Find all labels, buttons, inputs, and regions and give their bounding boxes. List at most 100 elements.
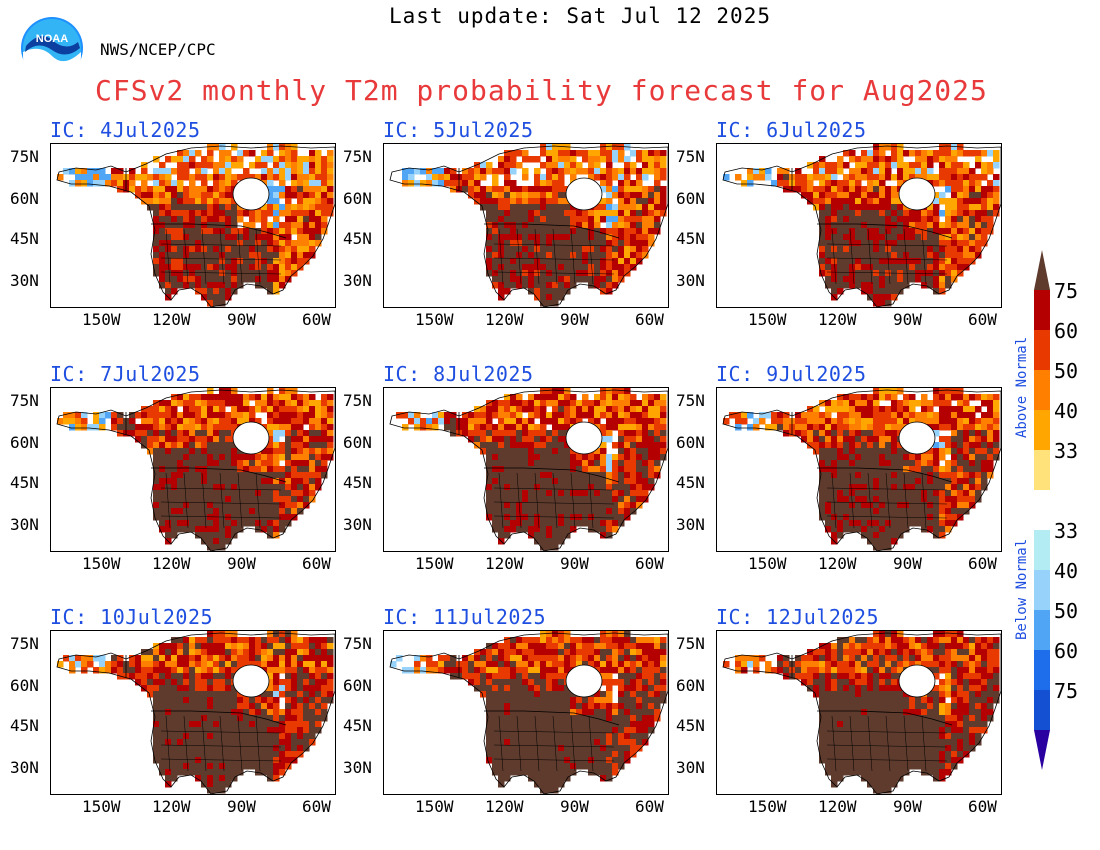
state-border bbox=[588, 228, 594, 285]
lat-label: 30N bbox=[676, 271, 705, 290]
lat-label: 75N bbox=[343, 634, 372, 653]
map-plot bbox=[716, 630, 1002, 795]
lon-label: 90W bbox=[893, 797, 922, 816]
state-border bbox=[183, 715, 189, 772]
lon-label: 120W bbox=[152, 310, 191, 329]
state-border bbox=[493, 501, 615, 505]
lon-label: 60W bbox=[302, 310, 331, 329]
state-border bbox=[201, 715, 207, 772]
state-border bbox=[516, 472, 522, 529]
lat-label: 75N bbox=[10, 147, 39, 166]
state-border bbox=[826, 730, 948, 734]
svg-text:NOAA: NOAA bbox=[36, 33, 68, 45]
probability-map bbox=[722, 631, 1001, 794]
legend-tick-label: 33 bbox=[1054, 439, 1078, 463]
lat-label: 45N bbox=[676, 229, 705, 248]
lon-label: 120W bbox=[485, 554, 524, 573]
state-border bbox=[826, 501, 948, 505]
lon-label: 60W bbox=[302, 797, 331, 816]
coastline bbox=[56, 389, 335, 551]
map-plot bbox=[50, 143, 336, 308]
state-border bbox=[160, 501, 282, 505]
lon-label: 60W bbox=[635, 554, 664, 573]
panel-ic-label: IC: 5Jul2025 bbox=[383, 118, 534, 142]
state-border bbox=[552, 228, 558, 285]
map-plot bbox=[383, 143, 669, 308]
state-border bbox=[885, 228, 891, 285]
hudson-bay bbox=[565, 421, 603, 455]
lat-label: 60N bbox=[676, 676, 705, 695]
forecast-panel: IC: 11Jul2025 75N 60N 45N 30N 150W 120W 90W 60W bbox=[343, 605, 708, 830]
lat-label: 75N bbox=[676, 391, 705, 410]
us-canada-border bbox=[817, 467, 953, 483]
map-plot bbox=[716, 387, 1002, 552]
state-border bbox=[165, 472, 171, 529]
state-border bbox=[588, 472, 594, 529]
state-border bbox=[831, 715, 837, 772]
lon-label: 150W bbox=[82, 554, 121, 573]
probability-map bbox=[56, 631, 335, 794]
lon-label: 90W bbox=[227, 554, 256, 573]
legend-tick-label: 33 bbox=[1054, 519, 1078, 543]
state-border bbox=[493, 243, 615, 247]
state-border bbox=[826, 257, 948, 261]
state-border bbox=[885, 715, 891, 772]
legend-swatch-above bbox=[1034, 330, 1050, 370]
lat-label: 75N bbox=[10, 634, 39, 653]
lat-label: 45N bbox=[10, 716, 39, 735]
lon-label: 150W bbox=[748, 310, 787, 329]
hudson-bay bbox=[232, 421, 270, 455]
forecast-panel: IC: 10Jul2025 75N 60N 45N 30N 150W 120W 90W 60W bbox=[10, 605, 375, 830]
lon-label: 60W bbox=[302, 554, 331, 573]
lat-label: 75N bbox=[343, 391, 372, 410]
last-update-text: Last update: Sat Jul 12 2025 bbox=[388, 4, 771, 28]
state-border bbox=[219, 715, 225, 772]
lon-label: 150W bbox=[415, 554, 454, 573]
lon-label: 90W bbox=[227, 797, 256, 816]
probability-map bbox=[389, 144, 668, 307]
forecast-panel: IC: 4Jul2025 75N 60N 45N 30N 150W 120W 90W 60W bbox=[10, 118, 375, 343]
state-border bbox=[588, 715, 594, 772]
lon-label: 150W bbox=[748, 554, 787, 573]
lon-label: 60W bbox=[968, 310, 997, 329]
state-border bbox=[903, 228, 909, 285]
map-plot bbox=[716, 143, 1002, 308]
state-border bbox=[160, 515, 282, 519]
state-border bbox=[493, 271, 615, 275]
state-border bbox=[826, 243, 948, 247]
legend-swatch-below-max bbox=[1034, 730, 1050, 770]
lat-label: 60N bbox=[10, 676, 39, 695]
panel-ic-label: IC: 12Jul2025 bbox=[716, 605, 880, 629]
forecast-title: CFSv2 monthly T2m probability forecast f… bbox=[95, 74, 988, 107]
lon-label: 120W bbox=[818, 797, 857, 816]
hudson-bay bbox=[565, 177, 603, 211]
state-border bbox=[255, 472, 261, 529]
lon-label: 120W bbox=[485, 797, 524, 816]
state-border bbox=[867, 228, 873, 285]
coastline bbox=[56, 632, 335, 794]
state-border bbox=[552, 472, 558, 529]
state-border bbox=[867, 472, 873, 529]
state-border bbox=[921, 472, 927, 529]
legend-swatch-above bbox=[1034, 290, 1050, 330]
lon-label: 90W bbox=[560, 554, 589, 573]
us-canada-border bbox=[151, 710, 287, 726]
us-canada-border bbox=[817, 223, 953, 239]
legend-swatch-above-max bbox=[1034, 250, 1050, 290]
state-border bbox=[237, 228, 243, 285]
lat-label: 60N bbox=[343, 433, 372, 452]
state-border bbox=[237, 472, 243, 529]
lat-label: 75N bbox=[343, 147, 372, 166]
lon-label: 60W bbox=[968, 554, 997, 573]
legend-swatch-below bbox=[1034, 530, 1050, 570]
lon-label: 120W bbox=[818, 554, 857, 573]
state-border bbox=[219, 228, 225, 285]
probability-legend: 75 60 50 40 33 33 40 50 60 75 Above Normal Below No… bbox=[1014, 250, 1096, 770]
state-border bbox=[160, 271, 282, 275]
legend-tick-label: 75 bbox=[1054, 679, 1078, 703]
state-border bbox=[183, 228, 189, 285]
lon-label: 60W bbox=[635, 797, 664, 816]
noaa-logo: NOAA bbox=[20, 16, 84, 85]
coastline bbox=[389, 145, 668, 307]
state-border bbox=[165, 228, 171, 285]
